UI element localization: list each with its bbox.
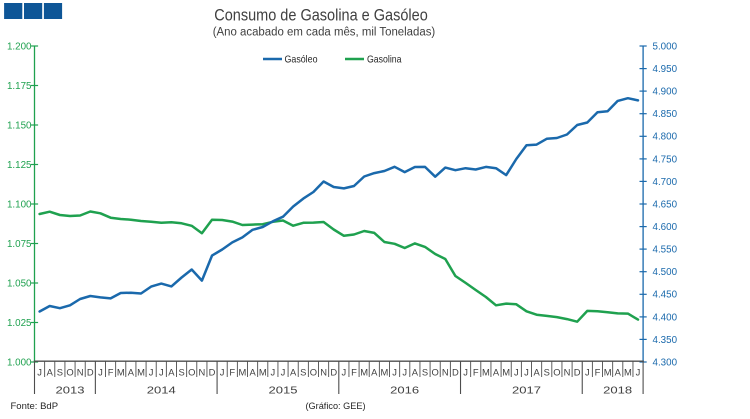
svg-text:A: A <box>533 367 540 378</box>
svg-text:D: D <box>209 367 216 378</box>
svg-text:4.350: 4.350 <box>653 335 678 346</box>
svg-text:M: M <box>482 367 490 378</box>
svg-text:S: S <box>300 367 306 378</box>
svg-text:J: J <box>220 367 225 378</box>
svg-text:J: J <box>514 367 519 378</box>
svg-text:1.125: 1.125 <box>7 160 32 171</box>
svg-text:F: F <box>229 367 235 378</box>
svg-text:D: D <box>574 367 581 378</box>
svg-text:(Gráfico: GEE): (Gráfico: GEE) <box>306 401 366 412</box>
svg-text:M: M <box>137 367 145 378</box>
svg-text:1.100: 1.100 <box>7 199 32 210</box>
svg-text:M: M <box>117 367 125 378</box>
svg-text:Gasóleo: Gasóleo <box>285 54 318 66</box>
svg-text:F: F <box>108 367 114 378</box>
svg-text:2018: 2018 <box>603 385 633 396</box>
svg-text:J: J <box>37 367 42 378</box>
svg-text:4.600: 4.600 <box>653 222 678 233</box>
svg-text:J: J <box>271 367 276 378</box>
svg-text:4.850: 4.850 <box>653 109 678 120</box>
svg-text:2017: 2017 <box>512 385 542 396</box>
svg-text:D: D <box>452 367 459 378</box>
svg-text:(Ano acabado em cada mês, mil: (Ano acabado em cada mês, mil Toneladas) <box>213 26 436 38</box>
svg-text:J: J <box>392 367 397 378</box>
svg-text:2013: 2013 <box>56 385 86 396</box>
svg-text:J: J <box>463 367 468 378</box>
svg-text:A: A <box>290 367 297 378</box>
svg-text:2016: 2016 <box>390 385 420 396</box>
svg-text:N: N <box>442 367 449 378</box>
svg-text:J: J <box>342 367 347 378</box>
svg-text:J: J <box>524 367 529 378</box>
svg-text:A: A <box>128 367 135 378</box>
svg-text:4.950: 4.950 <box>653 64 678 75</box>
svg-text:F: F <box>351 367 357 378</box>
svg-text:Gasolina: Gasolina <box>367 54 402 66</box>
svg-text:J: J <box>281 367 286 378</box>
svg-text:4.450: 4.450 <box>653 290 678 301</box>
svg-text:J: J <box>402 367 407 378</box>
svg-text:1.050: 1.050 <box>7 278 32 289</box>
svg-text:A: A <box>493 367 500 378</box>
svg-text:N: N <box>320 367 327 378</box>
svg-text:A: A <box>371 367 378 378</box>
svg-text:S: S <box>57 367 63 378</box>
svg-text:4.550: 4.550 <box>653 245 678 256</box>
svg-text:J: J <box>585 367 590 378</box>
svg-text:S: S <box>544 367 550 378</box>
svg-text:D: D <box>87 367 94 378</box>
svg-text:F: F <box>473 367 479 378</box>
svg-text:F: F <box>595 367 601 378</box>
svg-text:1.025: 1.025 <box>7 318 32 329</box>
svg-text:A: A <box>249 367 256 378</box>
svg-text:A: A <box>615 367 622 378</box>
svg-text:J: J <box>149 367 154 378</box>
svg-text:4.800: 4.800 <box>653 132 678 143</box>
svg-text:O: O <box>188 367 195 378</box>
svg-text:M: M <box>624 367 632 378</box>
svg-text:J: J <box>159 367 164 378</box>
svg-text:4.400: 4.400 <box>653 312 678 323</box>
svg-text:1.150: 1.150 <box>7 120 32 131</box>
svg-text:M: M <box>604 367 612 378</box>
svg-text:4.700: 4.700 <box>653 177 678 188</box>
svg-text:M: M <box>360 367 368 378</box>
svg-text:1.075: 1.075 <box>7 239 32 250</box>
svg-text:2014: 2014 <box>147 385 177 396</box>
svg-text:1.000: 1.000 <box>7 357 32 368</box>
svg-text:1.175: 1.175 <box>7 81 32 92</box>
svg-text:A: A <box>168 367 175 378</box>
svg-text:M: M <box>239 367 247 378</box>
svg-text:4.650: 4.650 <box>653 199 678 210</box>
svg-text:D: D <box>330 367 337 378</box>
svg-text:4.300: 4.300 <box>653 357 678 368</box>
svg-text:N: N <box>77 367 84 378</box>
svg-text:4.750: 4.750 <box>653 154 678 165</box>
svg-text:J: J <box>636 367 641 378</box>
svg-text:O: O <box>432 367 439 378</box>
svg-text:O: O <box>66 367 73 378</box>
svg-text:Consumo de Gasolina e Gasóleo: Consumo de Gasolina e Gasóleo <box>214 6 428 24</box>
svg-text:O: O <box>310 367 317 378</box>
svg-text:A: A <box>47 367 54 378</box>
svg-text:2015: 2015 <box>269 385 299 396</box>
svg-text:N: N <box>198 367 205 378</box>
svg-text:S: S <box>422 367 428 378</box>
svg-text:Fonte: BdP: Fonte: BdP <box>11 401 59 412</box>
svg-text:1.200: 1.200 <box>7 41 32 52</box>
svg-text:A: A <box>412 367 419 378</box>
svg-text:4.900: 4.900 <box>653 87 678 98</box>
svg-text:S: S <box>178 367 184 378</box>
svg-text:O: O <box>553 367 560 378</box>
svg-text:4.500: 4.500 <box>653 267 678 278</box>
svg-text:M: M <box>259 367 267 378</box>
svg-text:M: M <box>381 367 389 378</box>
svg-text:M: M <box>502 367 510 378</box>
svg-text:N: N <box>564 367 571 378</box>
svg-text:J: J <box>98 367 103 378</box>
svg-text:5.000: 5.000 <box>653 41 678 52</box>
